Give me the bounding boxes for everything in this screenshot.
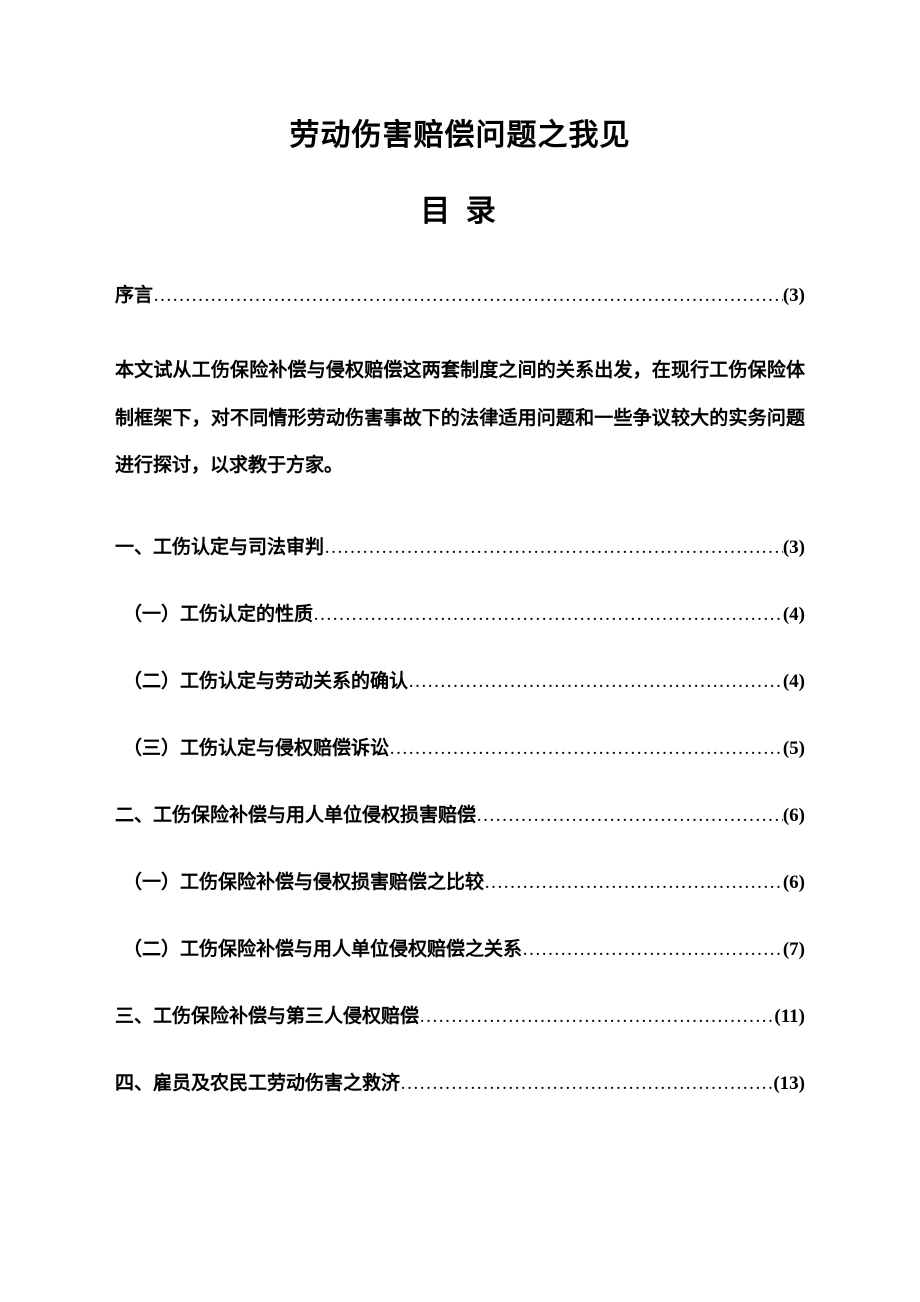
toc-entry-page: (6): [783, 872, 805, 894]
toc-entry-page: (13): [773, 1073, 805, 1095]
toc-dots: …………………………………………………………………………………………: [419, 1006, 774, 1028]
toc-entry-page: (7): [783, 939, 805, 961]
toc-entry-label: 四、雇员及农民工劳动伤害之救济: [115, 1068, 400, 1095]
toc-container: 一、工伤认定与司法审判………………………………………………………………………………: [115, 532, 805, 1095]
toc-entry: （三）工伤认定与侵权赔偿诉讼………………………………………………………………………: [115, 733, 805, 760]
toc-entry: 四、雇员及农民工劳动伤害之救济……………………………………………………………………: [115, 1068, 805, 1095]
toc-dots: …………………………………………………………………………………………: [324, 537, 783, 559]
toc-entry-page: (3): [783, 537, 805, 559]
toc-entry-label: 一、工伤认定与司法审判: [115, 532, 324, 559]
toc-entry-page: (4): [783, 671, 805, 693]
toc-entry-label: 三、工伤保险补偿与第三人侵权赔偿: [115, 1001, 419, 1028]
toc-entry: （二）工伤保险补偿与用人单位侵权赔偿之关系……………………………………………………: [115, 934, 805, 961]
toc-dots: …………………………………………………………………………………………: [389, 738, 783, 760]
toc-entry: 二、工伤保险补偿与用人单位侵权损害赔偿…………………………………………………………: [115, 800, 805, 827]
toc-preface-page: (3): [783, 285, 805, 307]
toc-entry-page: (5): [783, 738, 805, 760]
toc-entry: （二）工伤认定与劳动关系的确认……………………………………………………………………: [115, 666, 805, 693]
toc-dots: …………………………………………………………………………………………: [153, 285, 783, 307]
toc-entry-label: （三）工伤认定与侵权赔偿诉讼: [123, 733, 389, 760]
document-title: 劳动伤害赔偿问题之我见: [115, 110, 805, 154]
toc-dots: …………………………………………………………………………………………: [484, 872, 783, 894]
toc-dots: …………………………………………………………………………………………: [400, 1073, 773, 1095]
toc-entry-page: (4): [783, 604, 805, 626]
toc-entry-page: (11): [774, 1006, 805, 1028]
toc-entry: 三、工伤保险补偿与第三人侵权赔偿…………………………………………………………………: [115, 1001, 805, 1028]
toc-dots: …………………………………………………………………………………………: [408, 671, 783, 693]
toc-dots: …………………………………………………………………………………………: [476, 805, 783, 827]
toc-preface: 序言 ………………………………………………………………………………………… (3…: [115, 280, 805, 307]
toc-entry-page: (6): [783, 805, 805, 827]
toc-dots: …………………………………………………………………………………………: [522, 939, 783, 961]
toc-entry-label: 二、工伤保险补偿与用人单位侵权损害赔偿: [115, 800, 476, 827]
toc-entry-label: （二）工伤保险补偿与用人单位侵权赔偿之关系: [123, 934, 522, 961]
toc-entry: （一）工伤认定的性质…………………………………………………………………………………: [115, 599, 805, 626]
toc-preface-label: 序言: [115, 280, 153, 307]
toc-entry-label: （二）工伤认定与劳动关系的确认: [123, 666, 408, 693]
toc-dots: …………………………………………………………………………………………: [313, 604, 783, 626]
toc-entry: 一、工伤认定与司法审判………………………………………………………………………………: [115, 532, 805, 559]
toc-entry-label: （一）工伤保险补偿与侵权损害赔偿之比较: [123, 867, 484, 894]
toc-heading: 目 录: [115, 186, 805, 230]
toc-entry: （一）工伤保险补偿与侵权损害赔偿之比较…………………………………………………………: [115, 867, 805, 894]
toc-entry-label: （一）工伤认定的性质: [123, 599, 313, 626]
abstract-text: 本文试从工伤保险补偿与侵权赔偿这两套制度之间的关系出发，在现行工伤保险体制框架下…: [115, 347, 805, 490]
